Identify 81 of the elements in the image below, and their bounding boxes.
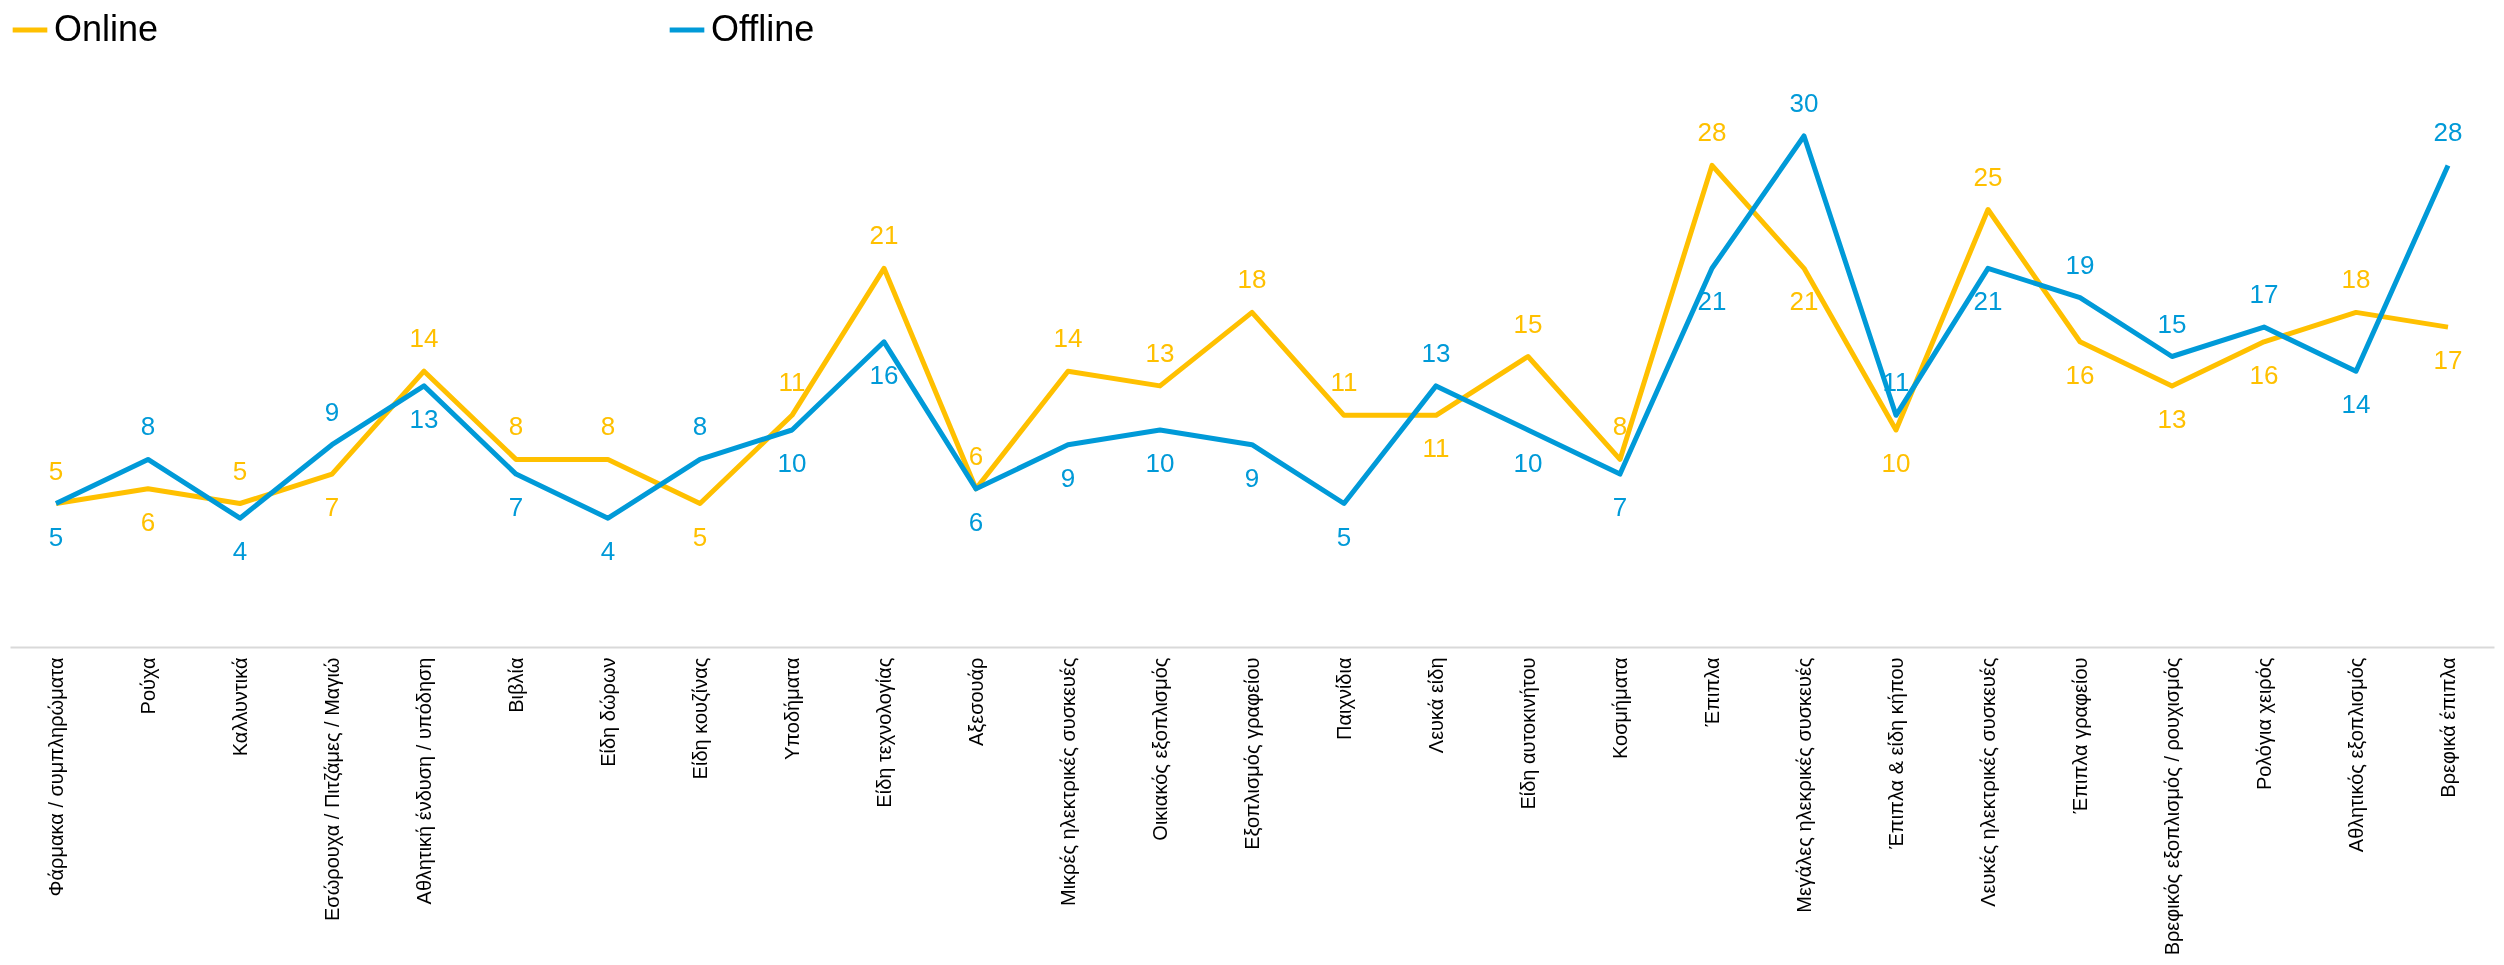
data-label: 28 <box>1697 117 1727 148</box>
data-label: 16 <box>869 359 899 390</box>
data-label: 4 <box>600 536 616 567</box>
data-label: 25 <box>1973 161 2003 192</box>
data-label: 5 <box>1336 521 1352 552</box>
data-label: 8 <box>1612 411 1628 442</box>
data-label: 30 <box>1789 88 1819 118</box>
data-label: 17 <box>2249 279 2279 310</box>
x-tick-label: Είδη κουζίνας <box>688 657 711 780</box>
data-label: 8 <box>508 411 524 442</box>
data-label: 10 <box>777 448 807 478</box>
data-label: 6 <box>140 506 156 537</box>
data-label: 11 <box>778 367 806 398</box>
data-label: 21 <box>1973 286 2003 317</box>
data-label: 14 <box>409 323 439 354</box>
x-tick-label: Μεγάλες ηλεκρικές συσκευές <box>1792 657 1815 913</box>
data-label: 7 <box>324 492 340 523</box>
data-label: 10 <box>1513 448 1543 478</box>
data-label: 16 <box>2249 359 2279 390</box>
data-label: 18 <box>1237 264 1267 295</box>
data-label: 28 <box>2433 117 2463 148</box>
x-tick-label: Είδη δώρων <box>596 657 619 767</box>
data-label: 16 <box>2065 359 2095 390</box>
x-tick-label: Έπιπλα <box>1700 657 1723 728</box>
x-tick-label: Είδη τεχνολογίας <box>872 657 895 808</box>
data-label: 8 <box>692 411 708 442</box>
data-label: 19 <box>2065 249 2095 280</box>
x-tick-label: Έπιπλα & είδη κήπου <box>1884 657 1907 850</box>
x-tick-label: Υποδήματα <box>780 657 803 760</box>
data-label: 11 <box>1330 367 1358 398</box>
data-label: 13 <box>2157 403 2187 434</box>
x-tick-label: Ρούχα <box>136 657 159 715</box>
x-tick-label: Λευκά είδη <box>1424 657 1447 754</box>
data-label: 6 <box>968 506 984 537</box>
x-tick-label: Μικρές ηλεκτρικές συσκευές <box>1056 657 1079 906</box>
x-tick-label: Αξεσουάρ <box>964 657 987 747</box>
x-tick-label: Αθλητική ένδυση / υπόδηση <box>412 657 435 905</box>
legend-label: Offline <box>711 8 815 49</box>
data-label: 10 <box>1145 448 1175 478</box>
x-tick-label: Κοσμήματα <box>1608 657 1631 759</box>
x-tick-label: Αθλητικός εξοπλισμός <box>2344 657 2367 853</box>
data-label: 18 <box>2341 264 2371 295</box>
data-label: 7 <box>508 492 524 523</box>
data-label: 13 <box>1421 337 1451 368</box>
data-label: 11 <box>1422 433 1450 464</box>
data-label: 5 <box>232 455 248 486</box>
data-label: 21 <box>869 220 899 251</box>
data-label: 5 <box>48 455 64 486</box>
x-tick-label: Είδη αυτοκινήτου <box>1516 657 1539 810</box>
data-label: 14 <box>2341 389 2371 420</box>
x-tick-label: Ρολόγια χειρός <box>2252 657 2275 790</box>
x-tick-label: Εσώρουχα / Πιτζάμες / Μαγιώ <box>320 657 343 922</box>
x-tick-label: Εξοπλισμός γραφείου <box>1240 657 1263 850</box>
data-label: 15 <box>1513 308 1543 339</box>
x-tick-label: Καλλυντικά <box>228 657 251 757</box>
x-tick-label: Φάρμακα / συμπληρώματα <box>44 657 67 897</box>
data-label: 13 <box>409 403 439 434</box>
data-label: 21 <box>1789 286 1819 317</box>
x-tick-label: Βιβλία <box>504 657 527 713</box>
data-label: 9 <box>1060 462 1076 493</box>
data-label: 7 <box>1612 492 1628 523</box>
x-tick-label: Βρεφικός εξοπλισμός / ρουχισμός <box>2160 657 2183 956</box>
data-label: 5 <box>48 521 64 552</box>
x-tick-label: Βρεφικά έπιπλα <box>2436 657 2459 798</box>
data-label: 10 <box>1881 448 1911 478</box>
data-label: 6 <box>968 440 984 471</box>
legend-label: Online <box>54 8 159 49</box>
data-label: 14 <box>1053 323 1083 354</box>
data-label: 4 <box>232 536 248 567</box>
x-tick-label: Παιχνίδια <box>1332 657 1355 741</box>
data-label: 13 <box>1145 337 1175 368</box>
data-label: 17 <box>2433 345 2463 376</box>
data-label: 8 <box>140 411 156 442</box>
data-label: 9 <box>324 396 340 427</box>
data-label: 8 <box>600 411 616 442</box>
x-tick-label: Οικιακός εξοπλισμός <box>1148 657 1171 841</box>
x-tick-label: Έπιπλα γραφείου <box>2068 657 2091 815</box>
data-label: 9 <box>1244 462 1260 493</box>
data-label: 5 <box>692 521 708 552</box>
data-label: 15 <box>2157 308 2187 339</box>
x-tick-label: Λευκές ηλεκτρικές συσκευές <box>1976 657 1999 907</box>
